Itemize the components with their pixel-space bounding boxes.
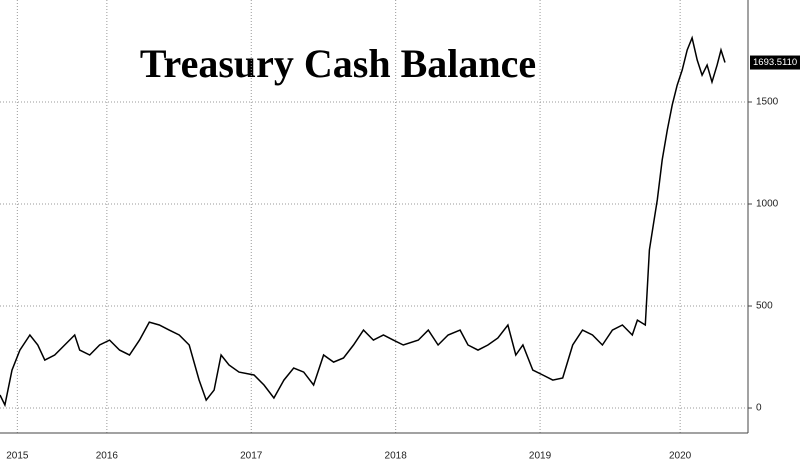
x-tick-label: 2015	[6, 451, 29, 462]
x-tick-label: 2017	[240, 451, 263, 462]
last-value-box	[750, 55, 800, 70]
chart-title: Treasury Cash Balance	[140, 41, 536, 86]
last-value-label: 1693.5110	[753, 57, 797, 68]
y-tick-label: 500	[756, 301, 773, 312]
line	[0, 35, 726, 408]
x-tick-label: 2016	[96, 451, 119, 462]
y-tick-label: 1500	[756, 97, 779, 108]
x-tick-label: 2020	[669, 451, 692, 462]
y-tick-label: 1000	[756, 199, 779, 210]
y-tick-label: 0	[756, 403, 762, 414]
x-tick-label: 2018	[385, 451, 408, 462]
x-tick-label: 2019	[529, 451, 552, 462]
